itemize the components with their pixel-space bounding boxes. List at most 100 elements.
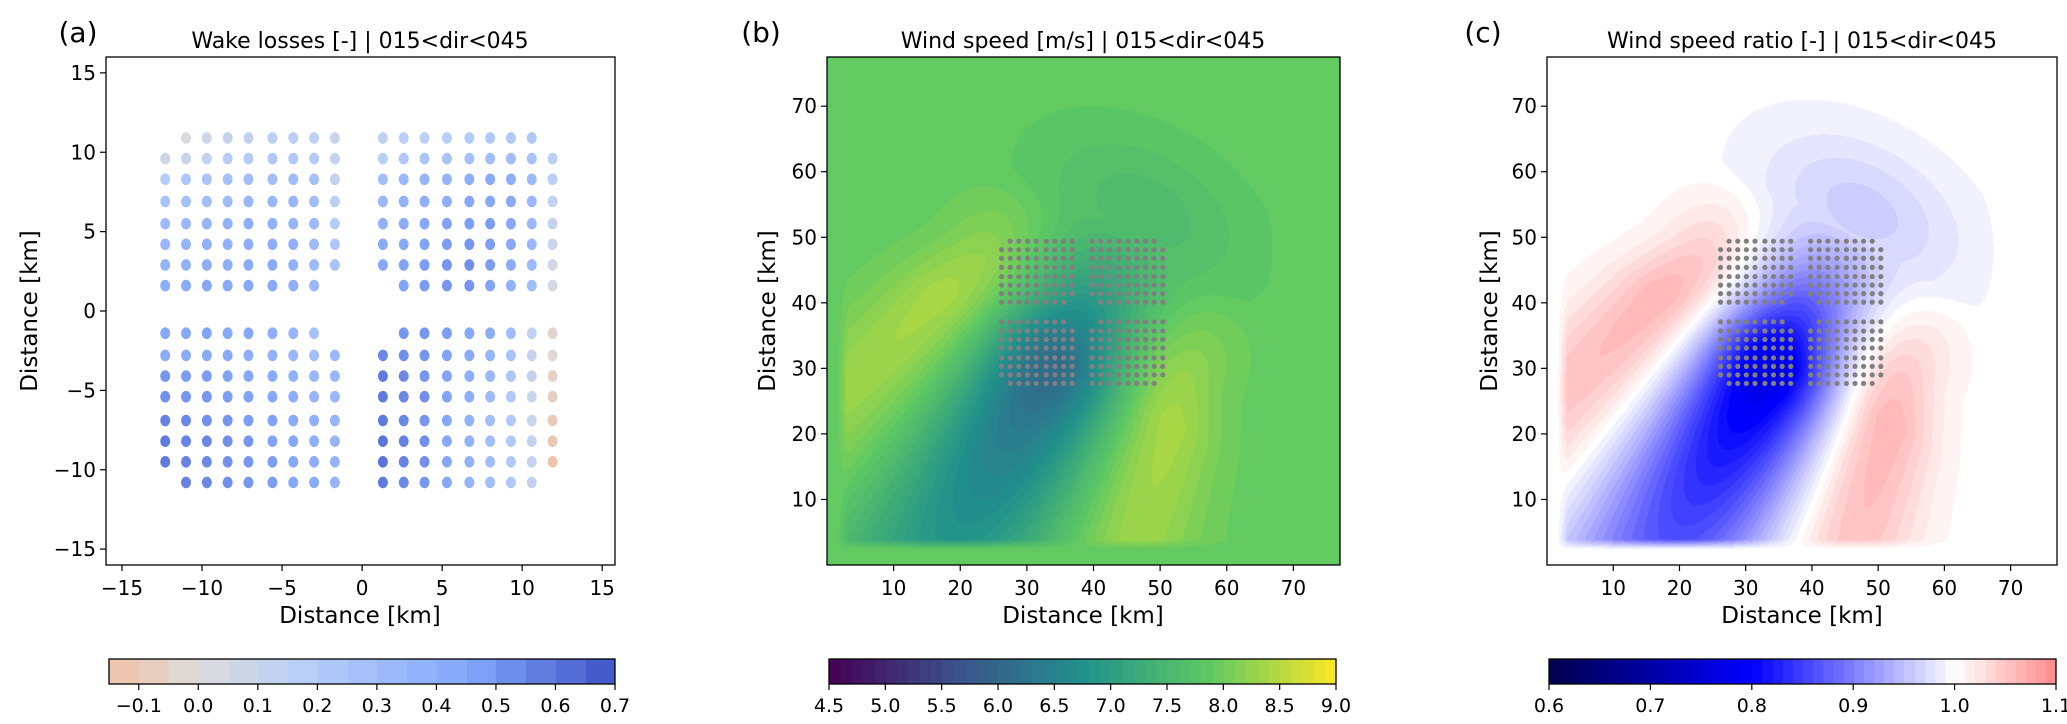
turbine-marker <box>1779 299 1785 305</box>
turbine-point <box>464 327 475 340</box>
turbine-point <box>377 435 388 447</box>
wind-speed-ratio-field <box>1547 57 2057 565</box>
turbine-marker <box>1878 355 1884 361</box>
colorbar-frame <box>1548 658 2057 685</box>
turbine-marker <box>1052 380 1058 387</box>
turbine-point <box>288 390 299 403</box>
y-tick-label: 60 <box>1512 160 1537 184</box>
turbine-marker <box>1825 291 1831 297</box>
turbine-marker <box>1116 328 1122 334</box>
turbine-point <box>441 217 452 230</box>
turbine-point <box>485 370 496 382</box>
turbine-marker <box>998 372 1005 378</box>
turbine-marker <box>1134 336 1140 343</box>
turbine-marker <box>1852 255 1858 261</box>
turbine-marker <box>1052 282 1058 288</box>
turbine-marker <box>1843 328 1849 334</box>
turbine-marker <box>1825 282 1831 288</box>
turbine-point <box>526 327 537 340</box>
turbine-point <box>485 152 496 165</box>
turbine-marker <box>1735 273 1741 280</box>
turbine-point <box>419 370 430 382</box>
turbine-point <box>464 152 475 165</box>
turbine-marker <box>1860 319 1867 325</box>
turbine-marker <box>1743 299 1749 305</box>
turbine-marker <box>1007 264 1013 271</box>
turbine-point <box>377 390 388 403</box>
turbine-point <box>377 217 388 230</box>
turbine-marker <box>1007 299 1013 305</box>
turbine-marker <box>1752 372 1758 378</box>
turbine-point <box>419 414 430 427</box>
turbine-marker <box>1808 264 1814 271</box>
turbine-point <box>505 152 516 165</box>
turbine-point <box>419 456 430 468</box>
turbine-marker <box>1098 291 1104 297</box>
turbine-marker <box>1852 372 1858 378</box>
turbine-marker <box>1007 372 1013 378</box>
turbine-marker <box>1825 372 1831 378</box>
turbine-marker <box>1852 345 1858 351</box>
turbine-marker <box>998 336 1005 343</box>
turbine-marker <box>1043 355 1049 361</box>
turbine-marker <box>1743 291 1749 297</box>
turbine-point <box>329 195 340 208</box>
turbine-point <box>398 152 409 165</box>
turbine-point <box>485 259 496 271</box>
turbine-marker <box>1735 355 1741 361</box>
panel-label: (c) <box>1464 16 1501 49</box>
turbine-marker <box>1762 355 1768 361</box>
turbine-marker <box>1834 380 1840 387</box>
turbine-marker <box>1007 336 1013 343</box>
colorbar-tick-label: 8.0 <box>1208 695 1238 717</box>
turbine-marker <box>1098 363 1104 369</box>
turbine-marker <box>1125 247 1131 253</box>
turbine-marker <box>1007 355 1013 361</box>
turbine-marker <box>1779 328 1785 334</box>
turbine-point <box>485 456 496 468</box>
turbine-point <box>181 414 192 427</box>
turbine-marker <box>1024 299 1031 305</box>
x-tick-label: 30 <box>1014 576 1039 600</box>
turbine-marker <box>1779 336 1785 343</box>
turbine-marker <box>1852 247 1858 253</box>
turbine-marker <box>1043 255 1049 261</box>
turbine-marker <box>1834 299 1840 305</box>
turbine-marker <box>1033 273 1039 280</box>
turbine-marker <box>1116 372 1122 378</box>
turbine-marker <box>1834 372 1840 378</box>
turbine-point <box>309 456 320 468</box>
turbine-marker <box>1043 291 1049 297</box>
turbine-marker <box>1060 345 1067 351</box>
turbine-marker <box>1779 255 1785 261</box>
turbine-marker <box>1743 355 1749 361</box>
panel-c: (c) Wind speed ratio [-] | 015<dir<045 D… <box>1464 16 1997 629</box>
turbine-marker <box>1743 282 1749 288</box>
turbine-marker <box>1016 372 1022 378</box>
turbine-marker <box>1089 282 1095 288</box>
turbine-point <box>160 414 171 427</box>
turbine-point <box>329 152 340 165</box>
turbine-point <box>222 279 233 292</box>
turbine-point <box>526 152 537 165</box>
turbine-marker <box>1779 273 1785 280</box>
turbine-point <box>505 435 516 447</box>
turbine-point <box>485 217 496 230</box>
turbine-marker <box>1033 291 1039 297</box>
turbine-marker <box>1752 238 1758 244</box>
turbine-point <box>267 217 278 230</box>
turbine-point <box>222 195 233 208</box>
turbine-marker <box>1735 372 1741 378</box>
turbine-marker <box>1106 328 1113 334</box>
turbine-point <box>243 476 254 489</box>
colorbar-tick-label: 0.8 <box>1737 695 1767 717</box>
wake-loss-points <box>160 132 558 489</box>
turbine-point <box>201 279 212 292</box>
turbine-marker <box>1043 336 1049 343</box>
turbine-point <box>377 414 388 427</box>
turbine-marker <box>1116 247 1122 253</box>
turbine-point <box>181 476 192 489</box>
turbine-marker <box>1834 355 1840 361</box>
turbine-point <box>222 370 233 382</box>
turbine-marker <box>1843 264 1849 271</box>
